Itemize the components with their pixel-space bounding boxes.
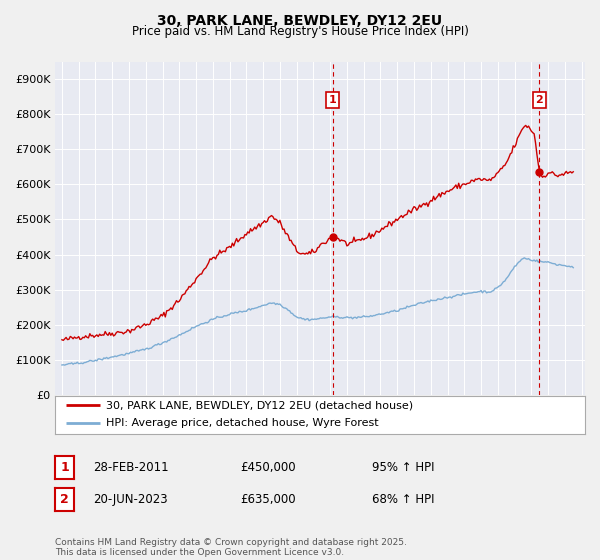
Text: 28-FEB-2011: 28-FEB-2011 (93, 461, 169, 474)
Text: 2: 2 (61, 493, 69, 506)
Text: 1: 1 (61, 461, 69, 474)
Text: Contains HM Land Registry data © Crown copyright and database right 2025.
This d: Contains HM Land Registry data © Crown c… (55, 538, 407, 557)
Text: Price paid vs. HM Land Registry's House Price Index (HPI): Price paid vs. HM Land Registry's House … (131, 25, 469, 38)
Text: £450,000: £450,000 (240, 461, 296, 474)
Text: 1: 1 (329, 95, 337, 105)
Text: 68% ↑ HPI: 68% ↑ HPI (372, 493, 434, 506)
Text: 30, PARK LANE, BEWDLEY, DY12 2EU: 30, PARK LANE, BEWDLEY, DY12 2EU (157, 14, 443, 28)
Text: 20-JUN-2023: 20-JUN-2023 (93, 493, 167, 506)
Text: HPI: Average price, detached house, Wyre Forest: HPI: Average price, detached house, Wyre… (106, 418, 378, 428)
Text: 30, PARK LANE, BEWDLEY, DY12 2EU (detached house): 30, PARK LANE, BEWDLEY, DY12 2EU (detach… (106, 400, 413, 410)
Text: 2: 2 (535, 95, 543, 105)
Text: £635,000: £635,000 (240, 493, 296, 506)
Text: 95% ↑ HPI: 95% ↑ HPI (372, 461, 434, 474)
